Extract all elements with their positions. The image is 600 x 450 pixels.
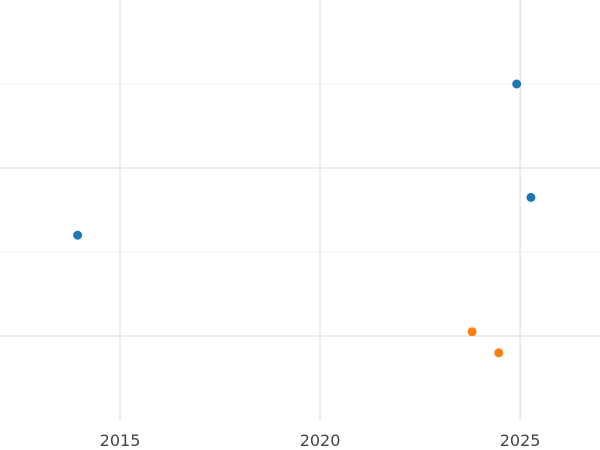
data-point-series-1-0 xyxy=(467,327,477,337)
x-axis-tick-labels: 2015 2020 2025 xyxy=(100,431,541,450)
grid-lines xyxy=(0,0,600,420)
data-point-series-0-2 xyxy=(526,192,536,202)
x-tick-label-2015: 2015 xyxy=(100,431,141,450)
x-tick-label-2025: 2025 xyxy=(500,431,541,450)
data-point-series-0-0 xyxy=(73,230,83,240)
data-point-series-1-1 xyxy=(494,348,504,358)
x-tick-label-2020: 2020 xyxy=(300,431,341,450)
data-point-series-0-1 xyxy=(512,79,522,89)
data-points xyxy=(73,79,536,358)
